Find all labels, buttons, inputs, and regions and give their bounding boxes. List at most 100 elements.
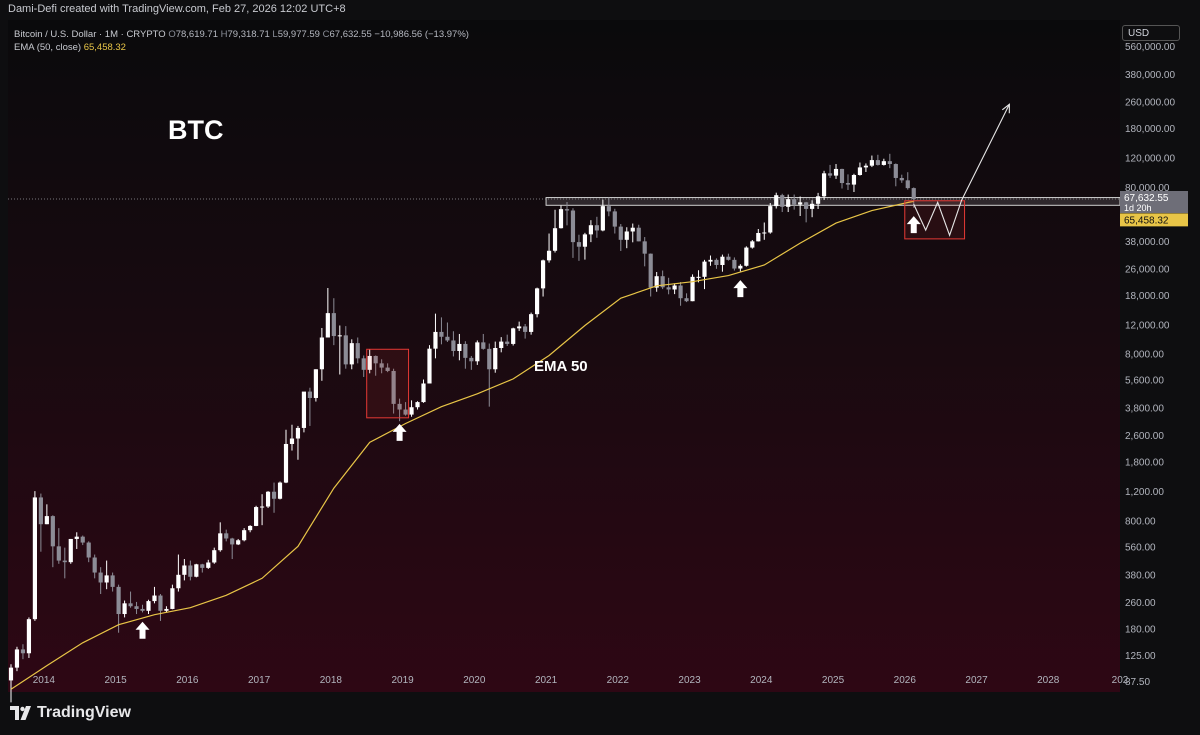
legend-high-value: 79,318.71 (227, 29, 270, 40)
candle-body (212, 550, 217, 563)
candle-body (80, 536, 85, 543)
candle-body (50, 516, 55, 547)
time-axis-label: 2014 (33, 675, 56, 686)
candle-body (851, 174, 857, 185)
price-axis-label: 1,800.00 (1125, 458, 1164, 469)
candle-body (529, 314, 534, 332)
candle-body (313, 369, 318, 398)
candle-body (104, 575, 109, 583)
candle-body (720, 256, 725, 265)
currency-selector[interactable]: USD (1122, 25, 1180, 41)
candle-body (44, 516, 49, 525)
candle-body (606, 206, 611, 212)
candle-body (750, 241, 755, 248)
time-axis-label: 2021 (535, 675, 558, 686)
candle-body (570, 210, 576, 243)
candle-body (301, 391, 307, 428)
time-axis-label: 2026 (894, 675, 917, 686)
candle-body (558, 209, 564, 229)
price-axis[interactable] (1120, 20, 1200, 692)
candle-body (194, 564, 199, 577)
candle-body (863, 165, 869, 168)
candle-body (451, 340, 456, 351)
ema-price-tag-value: 65,458.32 (1124, 215, 1169, 226)
candle-body (792, 199, 797, 205)
candle-body (200, 564, 205, 568)
candle-body (415, 402, 420, 408)
candle-body (74, 536, 79, 539)
highlight-box (366, 348, 410, 419)
ema-annotation: EMA 50 (534, 358, 588, 375)
candle-body (594, 225, 599, 231)
candle-body (26, 619, 32, 654)
candle-body (116, 586, 121, 615)
candle-body (259, 506, 265, 508)
candle-body (517, 326, 522, 329)
candle-body (32, 497, 37, 620)
candle-body (379, 363, 384, 368)
time-axis-label: 2019 (391, 675, 414, 686)
legend-close-label: C (322, 29, 330, 40)
candle-body (134, 606, 139, 609)
price-axis-label: 8,000.00 (1125, 350, 1164, 361)
price-axis-label: 560.00 (1125, 542, 1156, 553)
legend-close-value: 67,632.55 (329, 29, 372, 40)
candle-body (20, 649, 26, 654)
candle-body (248, 525, 253, 531)
candle-body (487, 348, 492, 370)
candle-body (349, 343, 354, 365)
candle-body (881, 161, 886, 165)
candle-body (845, 183, 851, 185)
last-price-tag-value: 67,632.55 (1124, 193, 1169, 204)
candle-body (511, 328, 516, 344)
candle-body (654, 276, 659, 288)
candle-body (774, 195, 779, 207)
candle-body (821, 173, 827, 197)
candle-body (236, 540, 241, 545)
candle-body (618, 226, 623, 240)
candle-body (164, 608, 169, 611)
candle-body (218, 533, 223, 551)
candle-body (230, 538, 235, 545)
candle-body (331, 313, 336, 337)
legend-symbol-row: Bitcoin / U.S. Dollar · 1M · CRYPTO O78,… (14, 28, 469, 41)
candle-body (714, 259, 719, 265)
candle-body (499, 341, 504, 349)
candle-body (158, 595, 163, 611)
candle-body (8, 667, 14, 681)
tradingview-logo[interactable]: TradingView (10, 704, 131, 722)
candle-body (397, 403, 402, 410)
candle-body (564, 209, 570, 211)
candle-body (277, 482, 283, 499)
candle-body (505, 341, 510, 344)
ema-50-line (10, 200, 914, 690)
time-axis-label: 2025 (822, 675, 845, 686)
legend-symbol[interactable]: Bitcoin / U.S. Dollar · 1M · CRYPTO (14, 29, 166, 40)
candle-body (546, 250, 552, 261)
candle-body (732, 259, 737, 269)
candle-body (702, 261, 707, 277)
price-axis-label: 3,800.00 (1125, 404, 1164, 415)
time-axis-label: 2023 (678, 675, 701, 686)
price-axis-label: 2,600.00 (1125, 431, 1164, 442)
price-axis-label: 380,000.00 (1125, 70, 1175, 81)
legend: Bitcoin / U.S. Dollar · 1M · CRYPTO O78,… (14, 28, 469, 54)
price-axis-label: 260.00 (1125, 598, 1156, 609)
candle-body (289, 438, 295, 444)
candle-body (463, 343, 468, 358)
candle-body (68, 538, 73, 563)
candle-body (122, 603, 127, 615)
price-axis-label: 18,000.00 (1125, 291, 1170, 302)
candle-body (188, 565, 193, 577)
candle-body (540, 260, 546, 289)
legend-ema-name[interactable]: EMA (50, close) (14, 42, 82, 53)
candle-body (176, 574, 181, 589)
chart-pane[interactable] (8, 20, 1120, 692)
time-axis-footer (0, 692, 1200, 735)
candle-body (439, 331, 444, 337)
candle-body (911, 188, 916, 200)
price-axis-label: 38,000.00 (1125, 237, 1170, 248)
price-axis-label: 560,000.00 (1125, 42, 1175, 53)
legend-ema-row: EMA (50, close) 65,458.32 (14, 41, 469, 54)
